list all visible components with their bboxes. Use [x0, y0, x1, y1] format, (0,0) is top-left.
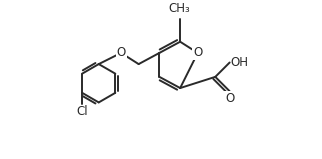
Text: O: O	[193, 46, 202, 59]
Text: OH: OH	[230, 56, 248, 69]
Text: O: O	[117, 46, 126, 59]
Text: O: O	[225, 92, 234, 105]
Text: CH₃: CH₃	[168, 2, 190, 15]
Text: Cl: Cl	[76, 105, 88, 118]
